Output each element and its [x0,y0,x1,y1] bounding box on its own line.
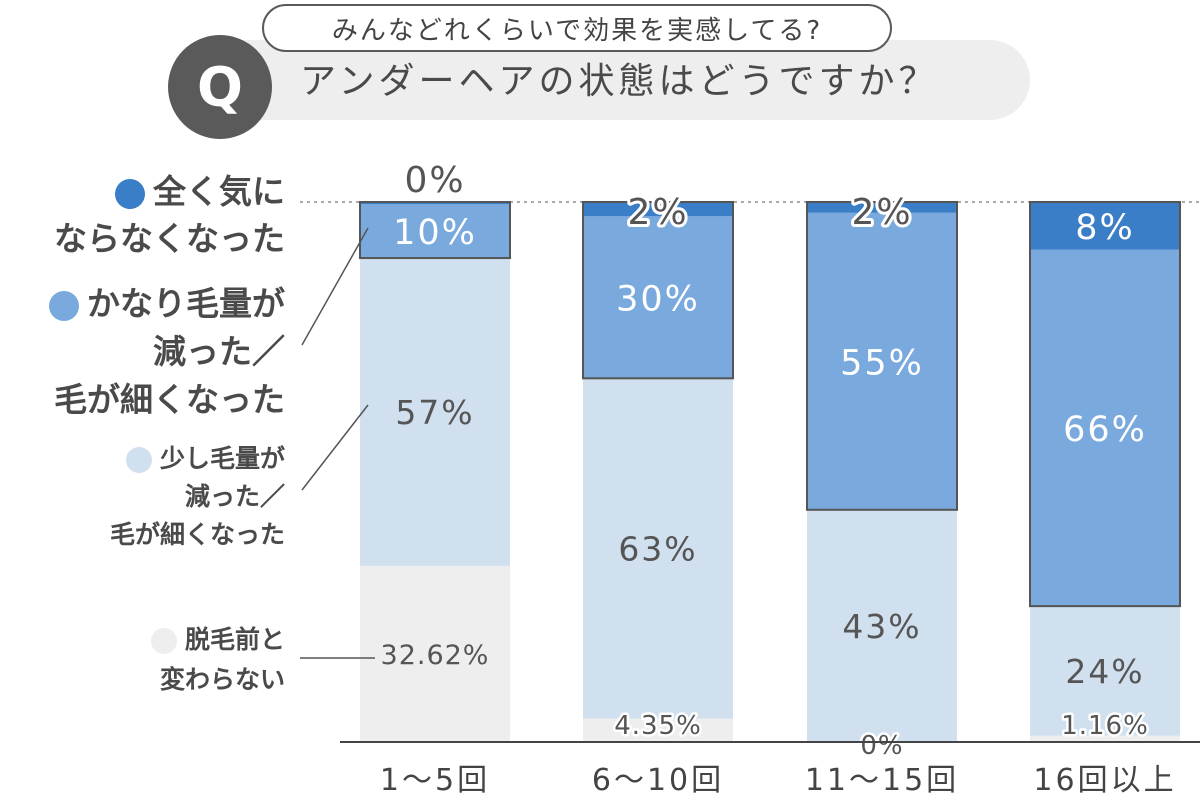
data-label: 66% [1063,410,1147,450]
bar-segment [583,216,733,379]
legend-dot-icon [49,290,79,321]
bar-segment [807,212,957,510]
bar-segment [1030,606,1180,736]
bar-segment [360,202,510,205]
data-label: 2% [851,192,912,233]
leader-line [301,227,369,346]
legend-label: かなり毛量が [87,284,285,323]
legend-label: 変わらない [159,665,285,694]
bar-segment [1030,735,1180,742]
question-banner [170,40,1030,120]
legend-label: 減った／ [184,482,285,511]
question-bubble: みんなどれくらいで効果を実感してる? [262,4,892,52]
legend-label: 全く気に [153,172,285,211]
bar-outline [582,201,734,380]
data-label: 55% [840,343,924,383]
data-label: 43% [842,607,921,646]
bar-segment [583,202,733,217]
data-label: 1.16% [1061,711,1149,741]
bar-segment [360,565,510,742]
bar-outline [806,201,958,511]
bar-segment [807,202,957,213]
legend-dot-icon [125,447,152,473]
bar-segment [360,258,510,566]
data-label: 2% [627,192,688,233]
data-label: 8% [1075,208,1135,248]
bar-segment [1030,249,1180,607]
data-label: 10% [393,213,477,253]
x-tick-label: 6〜10回 [592,763,724,798]
legend-label: 少し毛量が [159,444,285,473]
legend-label: 毛が細くなった [109,520,285,549]
question-title: アンダーヘアの状態はどうですか？ [300,61,939,102]
legend-label: ならなくなった [54,219,285,258]
data-label: 30% [616,279,700,319]
legend-considerable: かなり毛量が 減った／ 毛が細くなった [49,280,285,424]
data-label: 57% [395,393,474,432]
legend-label: 毛が細くなった [54,380,285,419]
legend-dot-icon [150,628,177,654]
bar-outline [359,201,511,260]
bar-segment [807,509,957,742]
data-label: 32.62% [381,640,490,671]
bar-segment [360,202,510,259]
bar-segment [583,718,733,742]
data-label: 0% [860,731,903,761]
question-badge: Q [168,35,272,139]
x-tick-label: 16回以上 [1033,763,1176,798]
x-tick-label: 11〜15回 [805,763,959,798]
bar-segment [583,378,733,719]
data-label: 63% [618,529,697,568]
legend-dot-icon [115,178,145,209]
data-label: 0% [404,160,465,201]
legend-label: 減った／ [153,332,285,371]
bar-outline [1029,201,1181,608]
legend-complete: 全く気に ならなくなった [54,168,285,262]
data-label: 4.35% [614,711,702,741]
leader-line [301,404,369,491]
data-label: 24% [1065,652,1144,691]
legend-slight: 少し毛量が 減った／ 毛が細くなった [110,440,285,554]
bar-segment [1030,202,1180,250]
legend-none: 脱毛前と 変わらない [150,620,285,700]
legend-label: 脱毛前と [184,625,285,654]
x-tick-label: 1〜5回 [380,763,490,798]
